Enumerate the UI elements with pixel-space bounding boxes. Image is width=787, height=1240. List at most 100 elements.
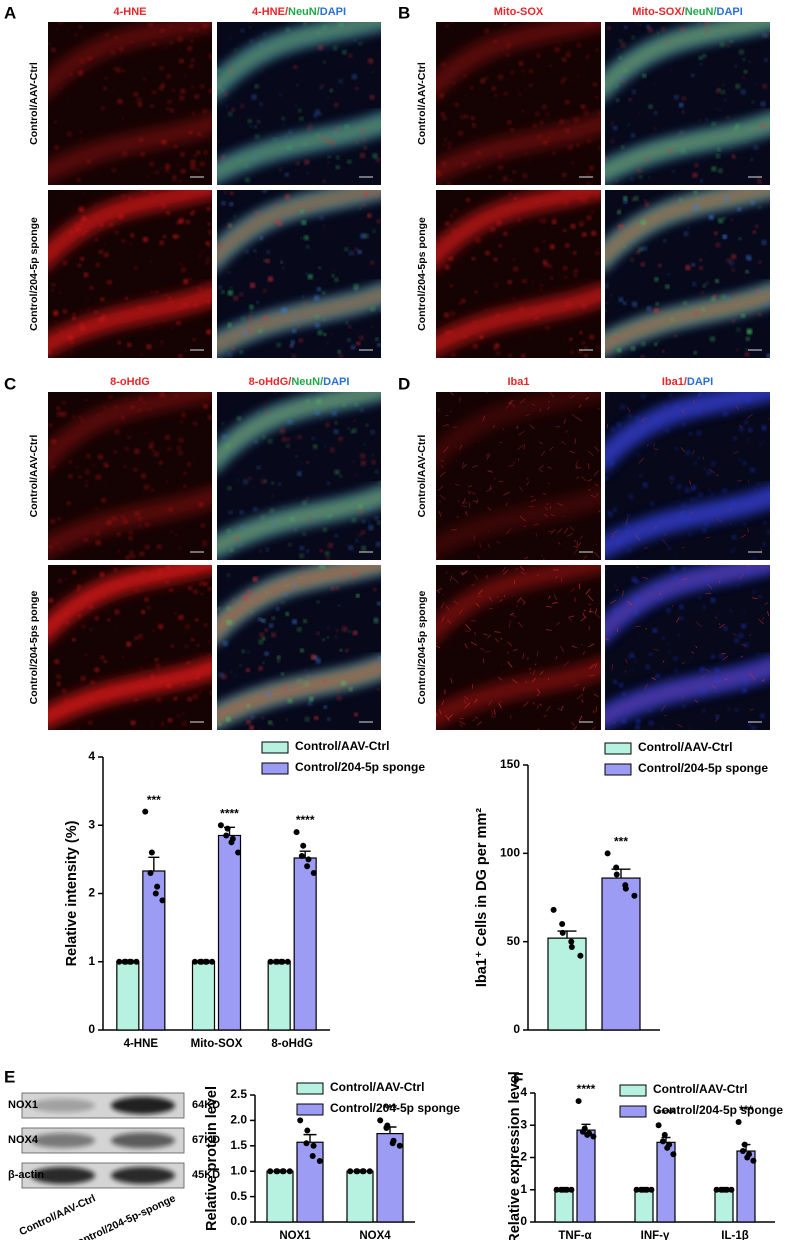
cell — [358, 41, 363, 46]
cell — [226, 619, 232, 626]
cell — [312, 444, 318, 449]
cell — [291, 404, 295, 408]
cell — [104, 242, 107, 245]
cell — [697, 22, 701, 26]
cell — [492, 425, 496, 428]
cell — [282, 266, 285, 269]
cell — [180, 152, 185, 157]
cell — [303, 22, 308, 27]
cell — [541, 104, 548, 110]
cell — [616, 589, 619, 591]
cell — [654, 82, 657, 85]
cell — [197, 407, 200, 410]
cell — [139, 551, 145, 557]
cell — [630, 346, 636, 351]
cell — [530, 498, 537, 503]
cell — [705, 565, 708, 567]
data-point — [310, 1142, 317, 1149]
cell — [646, 56, 650, 60]
cell — [249, 304, 254, 310]
cell — [83, 537, 88, 542]
cell — [105, 698, 110, 703]
cell — [436, 240, 439, 245]
cell — [150, 488, 155, 493]
cell — [229, 548, 234, 553]
cell — [715, 474, 719, 477]
cell — [179, 95, 185, 101]
cell — [225, 60, 228, 64]
y-tick-label: 2.0 — [230, 1113, 247, 1127]
data-point — [235, 849, 242, 856]
cell — [450, 410, 452, 413]
cell — [280, 52, 283, 55]
cell — [282, 123, 285, 126]
cell — [486, 453, 491, 460]
cell — [744, 680, 749, 686]
cell — [55, 28, 59, 31]
cell — [327, 636, 330, 639]
cell — [674, 334, 678, 338]
cell — [747, 427, 753, 433]
cell — [753, 191, 757, 195]
cell — [568, 616, 573, 622]
cell — [624, 25, 628, 30]
bar — [576, 1129, 596, 1223]
cell — [225, 443, 231, 449]
cell — [734, 707, 739, 713]
cell — [592, 710, 595, 714]
data-point — [273, 1168, 280, 1175]
cell — [678, 512, 685, 518]
cell — [585, 22, 591, 25]
cell — [360, 530, 366, 535]
cell — [475, 602, 480, 608]
cell — [612, 507, 618, 513]
cell — [488, 700, 493, 706]
cell — [610, 154, 613, 158]
cell — [698, 119, 701, 122]
title-part: Mito-SOX — [494, 6, 544, 18]
cell — [491, 711, 494, 718]
cell — [508, 353, 512, 358]
cell — [193, 154, 198, 158]
cell — [447, 82, 450, 85]
cell — [715, 153, 721, 159]
cell — [95, 262, 100, 268]
cell — [638, 473, 643, 478]
data-point — [670, 1151, 677, 1158]
cell — [72, 312, 76, 316]
cell — [472, 343, 478, 349]
cell — [542, 259, 547, 264]
cell — [159, 392, 165, 398]
size-label: 45KD — [192, 1169, 220, 1181]
cell — [576, 540, 579, 545]
cell — [49, 545, 53, 549]
cell — [605, 496, 607, 499]
cell — [635, 22, 639, 25]
cell — [142, 77, 146, 81]
cell — [573, 546, 579, 548]
cell — [474, 698, 478, 704]
cell — [226, 528, 231, 533]
cell — [624, 68, 628, 72]
cell — [670, 317, 674, 322]
cell — [509, 178, 513, 183]
cell — [516, 310, 520, 314]
cell — [265, 547, 270, 552]
cell — [744, 352, 750, 357]
cell — [465, 510, 469, 517]
cell — [546, 136, 550, 140]
cell — [76, 177, 81, 182]
cell — [246, 589, 252, 595]
cell — [374, 469, 379, 474]
cell — [628, 97, 632, 102]
cell — [242, 594, 248, 601]
cell — [654, 453, 657, 456]
row-label: Control/AAV-Ctrl — [416, 435, 428, 518]
cell — [724, 678, 728, 681]
cell — [177, 163, 180, 167]
cell — [715, 242, 721, 248]
y-tick-label: 3 — [520, 1117, 527, 1131]
cell — [623, 245, 626, 248]
data-point — [309, 1152, 316, 1159]
cell — [728, 608, 732, 612]
